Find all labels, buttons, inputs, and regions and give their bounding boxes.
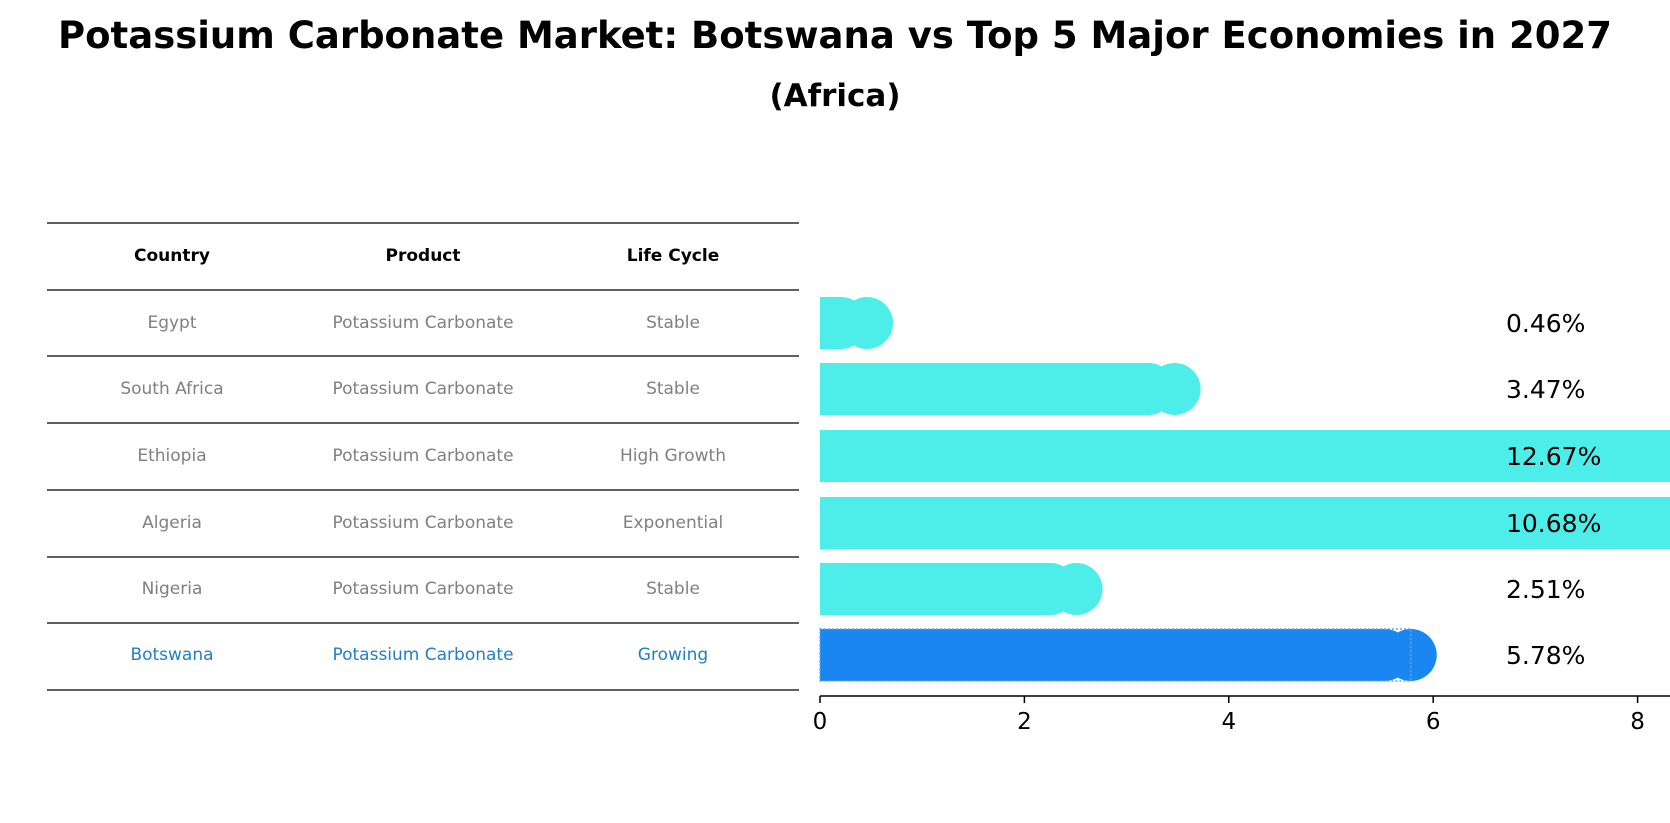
bar-cap <box>1050 563 1103 615</box>
bar-chart: 0246810120.46%3.47%12.67%10.68%2.51%5.78… <box>813 297 1670 735</box>
bar-value-label: 2.51% <box>1506 575 1585 604</box>
bar-shape <box>820 363 1175 415</box>
chart-title: Potassium Carbonate Market: Botswana vs … <box>58 14 1612 57</box>
bar-shape <box>820 629 1411 681</box>
x-tick-label: 4 <box>1221 709 1236 735</box>
cell-product: Potassium Carbonate <box>332 513 513 533</box>
cell-product: Potassium Carbonate <box>332 645 513 665</box>
bar-cap <box>1148 363 1201 415</box>
cell-life-cycle: High Growth <box>620 446 726 466</box>
bar-ethiopia <box>820 430 1670 482</box>
cell-country: Algeria <box>142 513 202 533</box>
bar-shape <box>820 430 1670 482</box>
chart-subtitle: (Africa) <box>769 78 901 114</box>
bar-value-label: 10.68% <box>1506 509 1601 538</box>
header-col-product: Product <box>386 246 461 266</box>
bar-cap <box>841 297 894 349</box>
cell-life-cycle: Exponential <box>623 513 724 533</box>
header-col-country: Country <box>134 246 210 266</box>
cell-life-cycle: Stable <box>646 313 700 333</box>
bar-south-africa <box>820 363 1201 415</box>
cell-life-cycle: Stable <box>646 379 700 399</box>
cell-country: Nigeria <box>142 579 203 599</box>
cell-life-cycle: Growing <box>638 645 708 665</box>
bar-botswana <box>819 628 1437 682</box>
x-tick-label: 6 <box>1426 709 1441 735</box>
bar-value-label: 5.78% <box>1506 641 1585 670</box>
cell-product: Potassium Carbonate <box>332 579 513 599</box>
bar-shape <box>820 563 1077 615</box>
cell-product: Potassium Carbonate <box>332 446 513 466</box>
cell-product: Potassium Carbonate <box>332 313 513 333</box>
bar-nigeria <box>820 563 1103 615</box>
cell-country: South Africa <box>120 379 223 399</box>
x-tick-label: 2 <box>1017 709 1032 735</box>
x-tick-label: 8 <box>1630 709 1645 735</box>
bar-shape <box>820 497 1670 549</box>
header-col-life-cycle: Life Cycle <box>627 246 720 266</box>
cell-country: Ethiopia <box>137 446 206 466</box>
bar-value-label: 12.67% <box>1506 442 1601 471</box>
bar-egypt <box>820 297 894 349</box>
cell-country: Egypt <box>147 313 196 333</box>
bar-algeria <box>820 497 1670 549</box>
cell-product: Potassium Carbonate <box>332 379 513 399</box>
x-tick-label: 0 <box>813 709 828 735</box>
data-table: Country Product Life Cycle Egypt Potassium C… <box>47 222 799 691</box>
cell-life-cycle: Stable <box>646 579 700 599</box>
bar-value-label: 3.47% <box>1506 375 1585 404</box>
cell-country: Botswana <box>130 645 213 665</box>
bar-highlight-outline <box>819 628 1412 682</box>
bar-value-label: 0.46% <box>1506 309 1585 338</box>
